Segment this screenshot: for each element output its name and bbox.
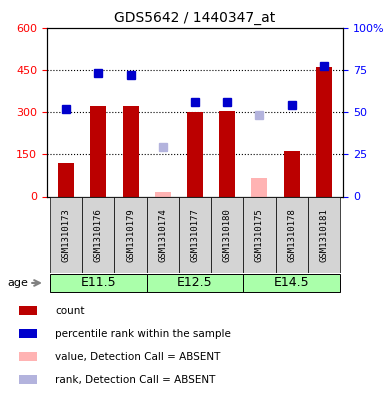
Text: GSM1310173: GSM1310173 [62, 208, 71, 262]
Bar [50, 274, 147, 292]
Bar [179, 196, 211, 273]
Bar [19, 375, 37, 384]
Bar [82, 196, 114, 273]
Bar [276, 196, 308, 273]
Bar [90, 107, 106, 196]
Bar [252, 178, 268, 196]
Bar [155, 192, 171, 196]
Text: rank, Detection Call = ABSENT: rank, Detection Call = ABSENT [55, 375, 215, 385]
Bar [19, 352, 37, 362]
Bar [243, 274, 340, 292]
Bar [316, 67, 332, 196]
Bar [308, 196, 340, 273]
Bar [243, 196, 276, 273]
Bar [19, 306, 37, 315]
Bar [50, 196, 82, 273]
Text: GSM1310178: GSM1310178 [287, 208, 296, 262]
Bar [114, 196, 147, 273]
Text: GSM1310181: GSM1310181 [319, 208, 328, 262]
Bar [147, 274, 243, 292]
Bar [19, 329, 37, 338]
Text: percentile rank within the sample: percentile rank within the sample [55, 329, 231, 339]
Text: E12.5: E12.5 [177, 276, 213, 290]
Bar [187, 112, 203, 196]
Bar [211, 196, 243, 273]
Text: GSM1310176: GSM1310176 [94, 208, 103, 262]
Text: GSM1310174: GSM1310174 [158, 208, 167, 262]
Text: GSM1310180: GSM1310180 [223, 208, 232, 262]
Text: GSM1310179: GSM1310179 [126, 208, 135, 262]
Bar [58, 163, 74, 196]
Text: count: count [55, 306, 84, 316]
Bar [122, 107, 138, 196]
Text: GSM1310177: GSM1310177 [190, 208, 200, 262]
Bar [219, 110, 235, 196]
Text: E14.5: E14.5 [274, 276, 309, 290]
Text: age: age [8, 278, 29, 288]
Text: GSM1310175: GSM1310175 [255, 208, 264, 262]
Title: GDS5642 / 1440347_at: GDS5642 / 1440347_at [114, 11, 276, 25]
Bar [147, 196, 179, 273]
Bar [284, 151, 300, 196]
Text: E11.5: E11.5 [81, 276, 116, 290]
Text: value, Detection Call = ABSENT: value, Detection Call = ABSENT [55, 352, 220, 362]
